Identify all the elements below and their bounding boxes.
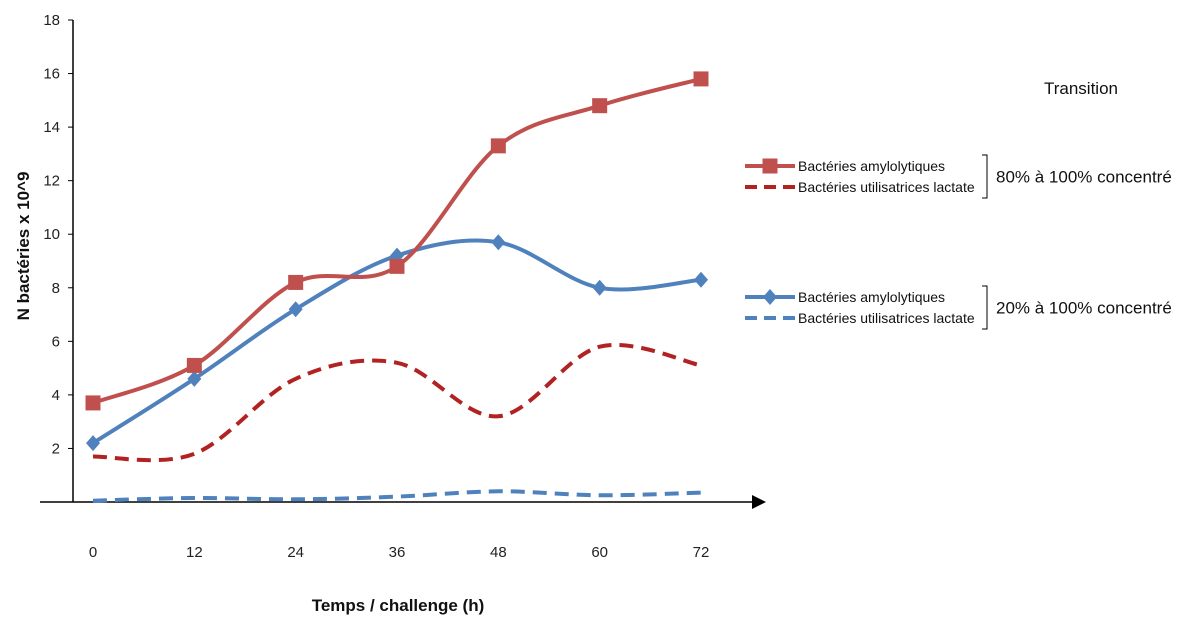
x-tick-label: 36 — [389, 544, 406, 561]
data-point — [389, 258, 405, 274]
series-layer — [85, 71, 709, 503]
legend: Bactéries amylolytiques Bactéries utilisa… — [745, 154, 1172, 330]
data-point — [693, 71, 709, 87]
x-tick-label: 12 — [186, 544, 203, 561]
x-tick-label: 48 — [490, 544, 507, 561]
legend-label: Bactéries amylolytiques — [798, 158, 945, 174]
y-axis-title: N bactéries x 10^9 — [14, 172, 33, 321]
legend-group-label: 80% à 100% concentré — [996, 168, 1172, 187]
y-tick-label: 6 — [52, 333, 60, 350]
series-2 — [86, 234, 708, 452]
y-tick-label: 10 — [43, 226, 60, 243]
legend-bracket — [982, 154, 988, 199]
x-tick-label: 24 — [287, 544, 304, 561]
legend-label: Bactéries utilisatrices lactate — [798, 310, 975, 326]
legend-group-0: Bactéries amylolytiques Bactéries utilisa… — [745, 154, 1172, 199]
data-point — [186, 357, 202, 373]
legend-title: Transition — [1044, 79, 1118, 98]
y-tick-label: 12 — [43, 173, 60, 190]
legend-bracket — [982, 285, 988, 330]
data-point — [288, 274, 304, 290]
x-tick-label: 72 — [693, 544, 710, 561]
data-point — [187, 370, 202, 387]
series-line — [92, 76, 702, 405]
data-point — [592, 98, 608, 114]
series-0 — [85, 71, 709, 411]
x-axis-title: Temps / challenge (h) — [312, 596, 485, 615]
data-point — [592, 279, 607, 296]
data-point — [491, 234, 506, 251]
y-tick-label: 4 — [52, 387, 60, 404]
legend-group-label: 20% à 100% concentré — [996, 299, 1172, 318]
data-point — [85, 395, 101, 411]
y-tick-labels: 2 4 6 8 10 12 14 16 18 — [43, 12, 60, 457]
y-tick-label: 14 — [43, 119, 60, 136]
data-point — [86, 435, 100, 452]
legend-marker — [762, 158, 778, 174]
series-line — [92, 489, 702, 503]
data-point — [288, 301, 303, 318]
legend-marker — [763, 289, 777, 305]
data-point — [694, 271, 708, 288]
series-1 — [92, 342, 702, 463]
x-tick-labels: 0 12 24 36 48 60 72 — [89, 544, 710, 561]
x-tick-label: 60 — [591, 544, 608, 561]
data-point — [490, 138, 506, 154]
y-tick-label: 18 — [43, 12, 60, 29]
x-tick-label: 0 — [89, 544, 97, 561]
x-axis-arrow — [752, 495, 766, 509]
y-tick-label: 16 — [43, 66, 60, 83]
series-line — [92, 342, 702, 463]
legend-label: Bactéries utilisatrices lactate — [798, 179, 975, 195]
legend-group-1: Bactéries amylolytiques Bactéries utilisa… — [745, 285, 1172, 330]
y-tick-label: 8 — [52, 280, 60, 297]
legend-label: Bactéries amylolytiques — [798, 289, 945, 305]
axes — [40, 19, 766, 509]
series-3 — [92, 489, 702, 503]
y-tick-label: 2 — [52, 440, 60, 457]
